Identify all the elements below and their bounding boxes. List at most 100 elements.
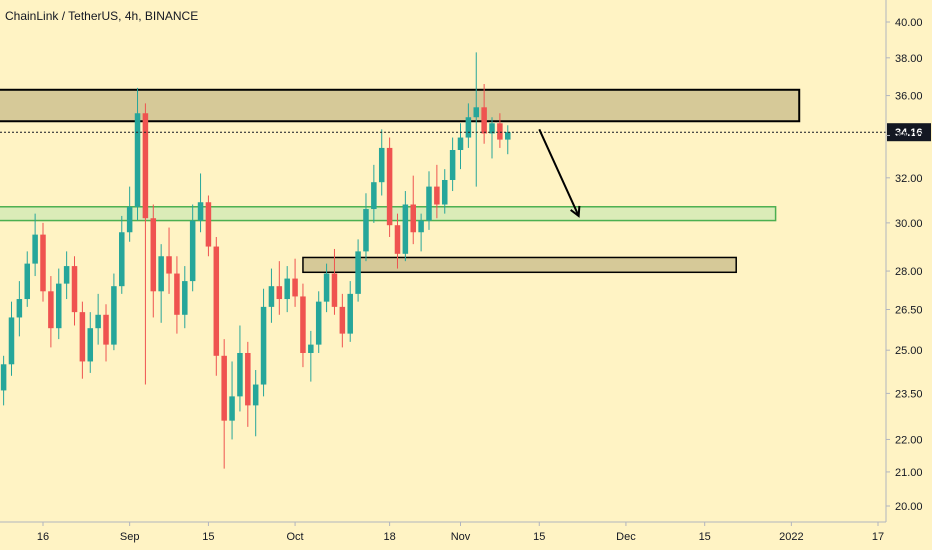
x-tick-label: 15 <box>533 531 545 543</box>
candle <box>63 251 70 300</box>
candle-body <box>402 204 409 254</box>
y-tick-label: 30.00 <box>895 218 923 230</box>
candle-body <box>32 234 38 264</box>
candle-body <box>174 273 180 315</box>
candle <box>0 355 7 406</box>
candle <box>410 175 416 245</box>
candle <box>8 301 15 376</box>
candle <box>418 213 424 252</box>
candle-body <box>331 273 338 307</box>
candle-body <box>276 286 283 300</box>
y-tick-label: 26.50 <box>895 304 923 316</box>
trend-arrow-head[interactable] <box>570 205 581 218</box>
candle <box>71 256 78 326</box>
candle-body <box>48 291 54 329</box>
candle-body <box>119 232 125 287</box>
candle-body <box>378 147 385 183</box>
candle <box>323 263 330 313</box>
candle-body <box>189 220 196 282</box>
candle <box>378 129 385 196</box>
candle <box>174 256 180 334</box>
candle-body <box>197 202 204 221</box>
candle <box>205 195 212 257</box>
candle-body <box>323 273 330 302</box>
candle <box>126 186 133 242</box>
candle <box>394 213 401 269</box>
candle-body <box>505 132 511 140</box>
y-tick-label: 22.00 <box>895 434 923 446</box>
candle <box>473 52 480 187</box>
candle-body <box>95 314 101 329</box>
candle <box>103 304 109 362</box>
candle <box>189 204 196 292</box>
candle-body <box>0 364 7 391</box>
candle-body <box>481 107 487 134</box>
candle-body <box>55 283 62 329</box>
candle-body <box>142 113 149 219</box>
y-tick-label: 32.00 <box>895 173 923 185</box>
candle-body <box>63 266 70 284</box>
candle <box>505 125 511 155</box>
candle <box>434 164 440 219</box>
candle <box>79 301 86 379</box>
resistance-zone[interactable] <box>0 88 801 123</box>
candle-body <box>40 234 46 292</box>
candle-body <box>237 352 243 397</box>
x-tick-label: 17 <box>872 531 884 543</box>
y-tick-label: 25.00 <box>895 345 923 357</box>
candle <box>24 251 31 307</box>
candle <box>48 276 54 348</box>
candle-body <box>449 150 456 180</box>
candle-body <box>87 328 94 362</box>
candle <box>331 248 338 315</box>
candle <box>308 330 314 382</box>
x-tick-label: 15 <box>202 531 214 543</box>
candle <box>213 236 220 376</box>
candle-body <box>292 278 298 297</box>
annotation-layer[interactable]: 34.16 <box>0 123 931 218</box>
candle <box>355 239 361 302</box>
candle-body <box>497 123 503 140</box>
candle <box>465 103 472 148</box>
x-tick-label: Sep <box>120 531 140 543</box>
candle-body <box>260 306 267 385</box>
candle-body <box>434 186 440 205</box>
candle-body <box>441 179 448 205</box>
candle-body <box>205 202 212 247</box>
candle <box>315 291 322 353</box>
candle-body <box>457 137 464 151</box>
y-tick-label: 23.50 <box>895 388 923 400</box>
candle <box>182 266 188 329</box>
candle <box>111 273 117 351</box>
candle-body <box>339 306 346 334</box>
trend-arrow-line[interactable] <box>538 128 580 217</box>
candle <box>32 213 38 277</box>
candle-body <box>410 204 416 233</box>
candle-body <box>371 182 377 210</box>
candle-body <box>245 352 251 406</box>
candle <box>276 261 283 315</box>
candle-body <box>150 218 157 292</box>
candle <box>268 268 275 323</box>
candle <box>166 227 172 294</box>
candle-body <box>103 314 109 345</box>
candle <box>142 103 149 385</box>
mid-zone[interactable] <box>302 256 737 274</box>
candle-body <box>300 296 306 353</box>
candle-body <box>111 286 117 345</box>
candle-body <box>347 293 353 334</box>
candle-body <box>71 266 78 313</box>
axes-layer[interactable]: 40.00 38.00 36.00 34.00 32.00 30.00 28.00 26.50… <box>0 0 923 543</box>
candle <box>150 204 157 318</box>
candle-body <box>126 206 133 233</box>
drawing-layer[interactable] <box>0 88 801 274</box>
candles-layer <box>0 52 511 469</box>
candle <box>87 312 94 373</box>
candle <box>497 113 503 148</box>
candle-body <box>284 278 290 300</box>
x-tick-label: Oct <box>287 531 304 543</box>
x-tick-label: 15 <box>699 531 711 543</box>
candle <box>197 173 204 233</box>
